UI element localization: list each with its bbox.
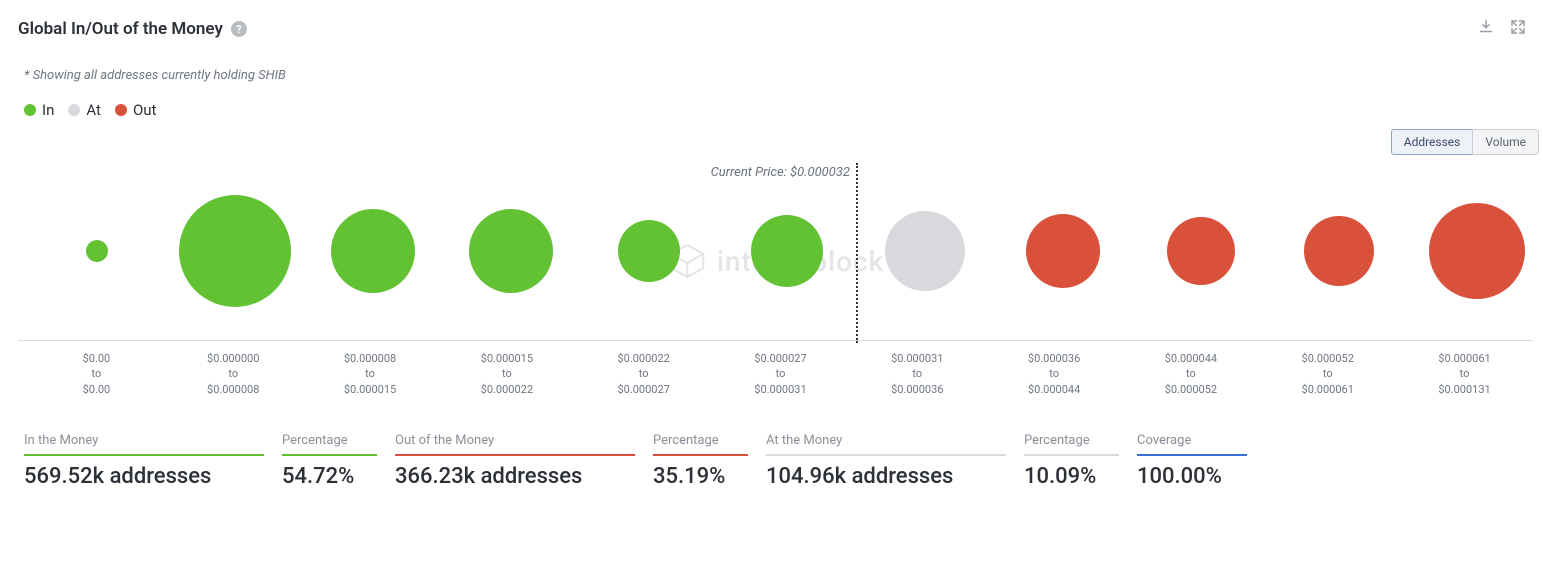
stat-label: Out of the Money	[395, 433, 635, 456]
filter-note: * Showing all addresses currently holdin…	[24, 68, 1533, 83]
bubble[interactable]	[885, 211, 965, 291]
toggle-volume[interactable]: Volume	[1472, 129, 1539, 155]
stat-value: 569.52k addresses	[24, 464, 264, 489]
legend: In At Out	[24, 101, 156, 119]
bubble[interactable]	[1026, 214, 1100, 288]
stat-block: In the Money 569.52k addresses	[24, 433, 264, 489]
axis-tick: $0.000044to$0.000052	[1123, 351, 1260, 397]
stat-value: 35.19%	[653, 464, 748, 489]
title-wrap: Global In/Out of the Money ?	[18, 19, 247, 39]
bubble[interactable]	[1429, 203, 1525, 299]
header-actions	[1477, 18, 1533, 40]
legend-item-out[interactable]: Out	[115, 101, 157, 119]
bubble[interactable]	[331, 209, 415, 293]
stats-row: In the Money 569.52k addresses Percentage 5…	[18, 433, 1533, 489]
stat-value: 10.09%	[1024, 464, 1119, 489]
legend-label-at: At	[86, 101, 101, 119]
stat-value: 366.23k addresses	[395, 464, 635, 489]
stat-label: Percentage	[1024, 433, 1119, 456]
stat-label: Coverage	[1137, 433, 1247, 456]
help-icon[interactable]: ?	[231, 21, 247, 37]
toggle-addresses[interactable]: Addresses	[1391, 129, 1473, 155]
stat-label: In the Money	[24, 433, 264, 456]
stat-block: At the Money 104.96k addresses	[766, 433, 1006, 489]
legend-item-at[interactable]: At	[68, 101, 101, 119]
legend-dot-in	[24, 104, 36, 116]
axis-tick: $0.000036to$0.000044	[986, 351, 1123, 397]
stat-block: Percentage 54.72%	[282, 433, 377, 489]
axis-tick: $0.00to$0.00	[28, 351, 165, 397]
current-price-label: Current Price: $0.000032	[711, 165, 856, 180]
expand-icon[interactable]	[1509, 18, 1527, 40]
stat-value: 104.96k addresses	[766, 464, 1006, 489]
download-icon[interactable]	[1477, 18, 1495, 40]
bubble[interactable]	[1167, 217, 1235, 285]
axis-tick: $0.000061to$0.000131	[1396, 351, 1533, 397]
axis-tick: $0.000027to$0.000031	[712, 351, 849, 397]
view-toggle: AddressesVolume	[1391, 129, 1539, 155]
axis-tick: $0.000000to$0.000008	[165, 351, 302, 397]
bubble[interactable]	[469, 209, 553, 293]
stat-label: Percentage	[653, 433, 748, 456]
bubble[interactable]	[751, 215, 823, 287]
stat-value: 100.00%	[1137, 464, 1247, 489]
stat-block: Out of the Money 366.23k addresses	[395, 433, 635, 489]
legend-label-out: Out	[133, 101, 157, 119]
stat-label: Percentage	[282, 433, 377, 456]
stat-block: Percentage 10.09%	[1024, 433, 1119, 489]
bubble[interactable]	[86, 240, 108, 262]
stat-block: Coverage 100.00%	[1137, 433, 1247, 489]
legend-dot-at	[68, 104, 80, 116]
axis-tick: $0.000022to$0.000027	[575, 351, 712, 397]
x-axis: $0.00to$0.00$0.000000to$0.000008$0.00000…	[18, 351, 1533, 397]
page-title: Global In/Out of the Money	[18, 19, 223, 39]
legend-label-in: In	[42, 101, 54, 119]
stat-value: 54.72%	[282, 464, 377, 489]
stat-block: Percentage 35.19%	[653, 433, 748, 489]
header: Global In/Out of the Money ?	[18, 18, 1533, 40]
axis-tick: $0.000008to$0.000015	[302, 351, 439, 397]
legend-row: In At Out	[24, 101, 1527, 119]
legend-dot-out	[115, 104, 127, 116]
bubble-row	[18, 191, 1533, 341]
legend-item-in[interactable]: In	[24, 101, 54, 119]
axis-tick: $0.000031to$0.000036	[849, 351, 986, 397]
axis-tick: $0.000015to$0.000022	[438, 351, 575, 397]
chart: intotheblock Current Price: $0.000032 $0…	[18, 191, 1533, 397]
stat-label: At the Money	[766, 433, 1006, 456]
bubble[interactable]	[1304, 216, 1374, 286]
bubble[interactable]	[179, 195, 291, 307]
bubble[interactable]	[618, 220, 680, 282]
axis-tick: $0.000052to$0.000061	[1259, 351, 1396, 397]
